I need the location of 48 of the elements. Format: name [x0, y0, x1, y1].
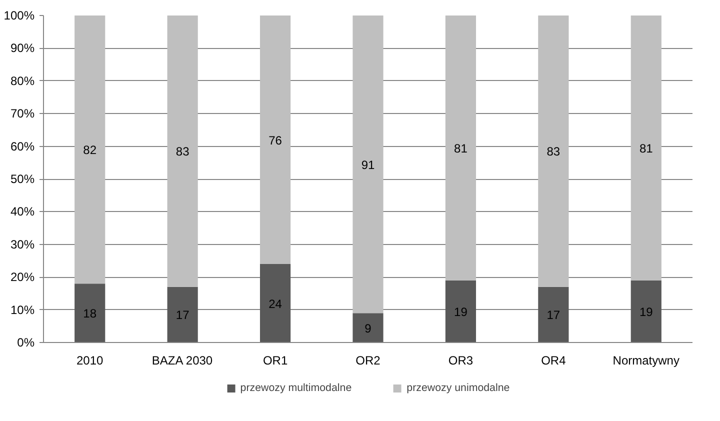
data-label: 18 [83, 306, 97, 321]
data-label: 83 [546, 144, 560, 159]
y-tick-label: 0% [17, 336, 35, 350]
y-tick-label: 50% [10, 172, 35, 186]
bar [167, 286, 198, 342]
bar [260, 16, 291, 264]
data-label: 9 [364, 321, 372, 336]
bar [352, 313, 384, 342]
data-label: 82 [83, 143, 97, 158]
bar [167, 16, 198, 287]
bar [630, 280, 662, 342]
x-tick-label: OR1 [262, 354, 288, 368]
bar [630, 16, 662, 280]
legend-label: przewozy unimodalne [406, 382, 510, 394]
y-tick-label: 10% [10, 302, 35, 317]
x-tick-label: BAZA 2030 [152, 354, 213, 368]
data-label: 17 [176, 308, 190, 322]
x-tick-label: OR2 [356, 354, 381, 368]
data-label: 19 [639, 304, 654, 319]
data-label: 91 [361, 158, 375, 172]
y-tick-label: 80% [10, 74, 35, 88]
x-tick-label: OR3 [448, 354, 474, 368]
data-label: 83 [176, 144, 190, 159]
bar [445, 280, 476, 342]
y-tick-label: 90% [10, 41, 35, 56]
bar [538, 286, 569, 342]
y-tick-label: 60% [10, 139, 35, 154]
data-label: 17 [546, 308, 560, 322]
bar [352, 16, 384, 314]
bar [445, 16, 476, 280]
bar [74, 284, 106, 342]
data-label: 24 [268, 296, 282, 311]
y-tick-label: 20% [10, 270, 35, 284]
data-label: 81 [639, 141, 654, 156]
x-tick-label: OR4 [541, 354, 566, 368]
legend-label: przewozy multimodalne [240, 382, 352, 394]
y-tick-label: 30% [10, 237, 35, 252]
bar [74, 16, 106, 284]
x-tick-label: 2010 [76, 354, 104, 368]
x-tick-label: Normatywny [612, 354, 680, 368]
data-label: 19 [454, 304, 468, 319]
data-label: 81 [454, 141, 468, 156]
bar [538, 16, 569, 287]
y-tick-label: 100% [4, 8, 35, 22]
y-tick-label: 40% [10, 204, 35, 219]
bar [260, 264, 291, 342]
y-tick-label: 70% [10, 106, 35, 121]
data-label: 76 [268, 133, 282, 148]
